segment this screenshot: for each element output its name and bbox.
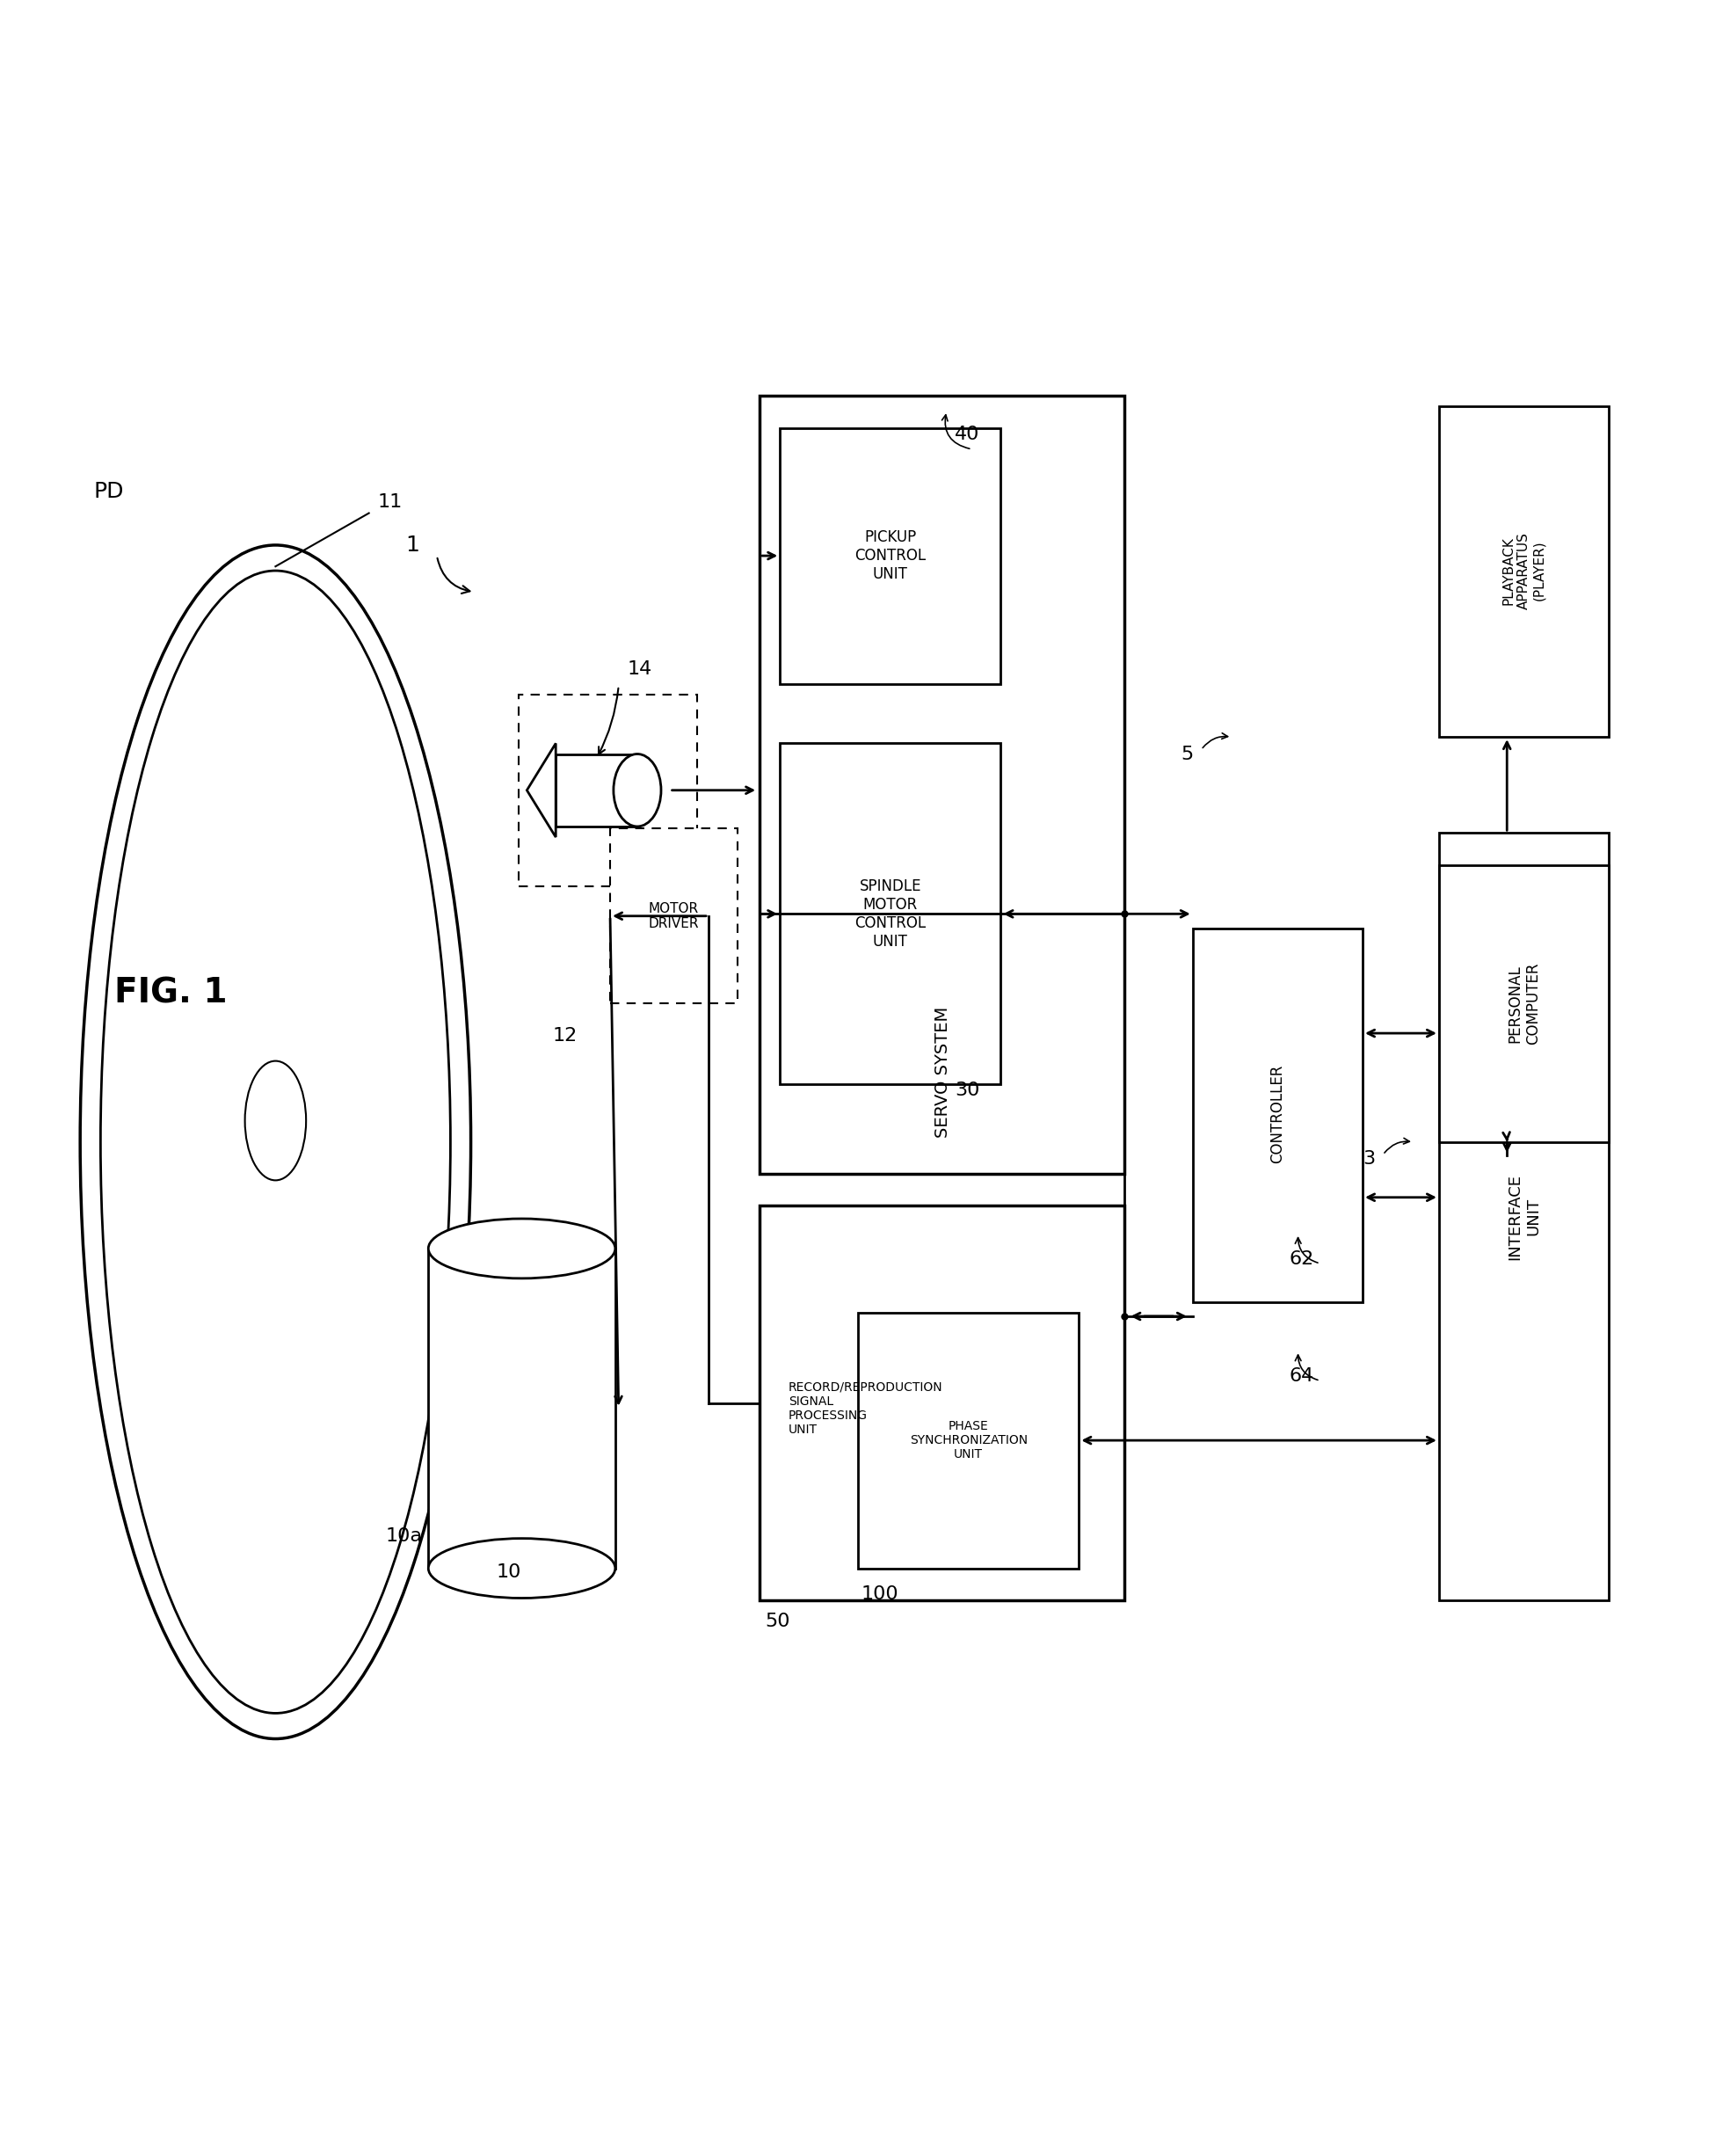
FancyArrowPatch shape <box>598 688 619 755</box>
Text: 100: 100 <box>862 1585 899 1602</box>
Bar <box>858 1313 1079 1567</box>
Text: 1: 1 <box>407 535 420 556</box>
Text: CONTROLLER: CONTROLLER <box>1270 1065 1285 1164</box>
Text: PERSONAL
COMPUTER: PERSONAL COMPUTER <box>1508 962 1540 1044</box>
Bar <box>519 694 696 886</box>
Text: SERVO SYSTEM: SERVO SYSTEM <box>934 1007 951 1138</box>
Bar <box>1192 929 1363 1302</box>
Text: 5: 5 <box>1180 746 1194 763</box>
Text: 40: 40 <box>955 425 980 442</box>
FancyArrowPatch shape <box>942 414 970 448</box>
FancyArrowPatch shape <box>1296 1238 1318 1263</box>
Ellipse shape <box>613 755 662 826</box>
FancyArrowPatch shape <box>1203 733 1228 748</box>
Text: 10: 10 <box>496 1563 522 1580</box>
Bar <box>1439 832 1609 1600</box>
FancyArrowPatch shape <box>438 558 470 593</box>
Text: 12: 12 <box>553 1026 577 1044</box>
Text: PD: PD <box>93 481 124 502</box>
Text: 3: 3 <box>1363 1149 1375 1169</box>
Text: RECORD/REPRODUCTION
SIGNAL
PROCESSING
UNIT: RECORD/REPRODUCTION SIGNAL PROCESSING UN… <box>789 1380 942 1436</box>
Text: SPINDLE
MOTOR
CONTROL
UNIT: SPINDLE MOTOR CONTROL UNIT <box>855 877 925 949</box>
Text: PICKUP
CONTROL
UNIT: PICKUP CONTROL UNIT <box>855 530 925 582</box>
Bar <box>781 427 1001 683</box>
Text: 30: 30 <box>955 1082 980 1100</box>
Text: PLAYBACK
APPARATUS
(PLAYER): PLAYBACK APPARATUS (PLAYER) <box>1502 533 1546 610</box>
Ellipse shape <box>429 1539 615 1598</box>
Bar <box>1439 865 1609 1143</box>
Text: 50: 50 <box>765 1613 789 1630</box>
Text: 62: 62 <box>1289 1250 1315 1268</box>
Bar <box>760 397 1125 1173</box>
Text: INTERFACE
UNIT: INTERFACE UNIT <box>1508 1173 1540 1259</box>
Text: 64: 64 <box>1289 1367 1315 1384</box>
Polygon shape <box>527 744 557 837</box>
Text: PHASE
SYNCHRONIZATION
UNIT: PHASE SYNCHRONIZATION UNIT <box>910 1421 1027 1462</box>
Bar <box>610 828 737 1003</box>
Ellipse shape <box>245 1061 307 1179</box>
FancyArrowPatch shape <box>1296 1354 1318 1380</box>
Ellipse shape <box>100 571 450 1714</box>
Text: 11: 11 <box>377 494 401 511</box>
Text: FIG. 1: FIG. 1 <box>114 977 227 1009</box>
Bar <box>1439 407 1609 737</box>
FancyArrowPatch shape <box>1385 1138 1409 1153</box>
Ellipse shape <box>81 545 470 1738</box>
Bar <box>760 1205 1125 1600</box>
Bar <box>781 744 1001 1084</box>
Text: 14: 14 <box>627 660 651 677</box>
Bar <box>557 755 638 826</box>
Text: 10a: 10a <box>386 1526 422 1546</box>
Ellipse shape <box>429 1218 615 1279</box>
Bar <box>429 1248 615 1567</box>
Text: MOTOR
DRIVER: MOTOR DRIVER <box>648 901 700 929</box>
